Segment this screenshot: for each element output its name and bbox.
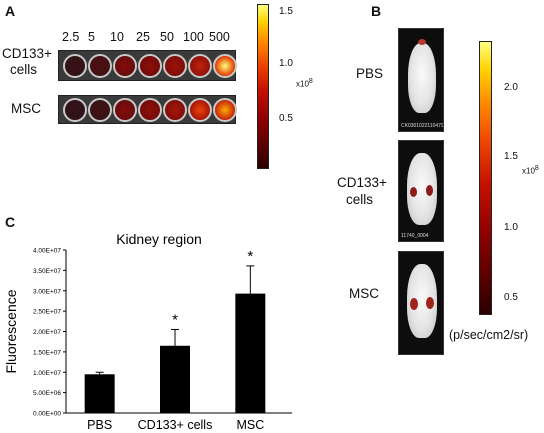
well-msc-3 — [138, 98, 162, 122]
well-cd133-6 — [213, 54, 237, 78]
y-tick-label-3: 1.50E+07 — [33, 349, 61, 356]
kidney-signal-right-cd133 — [426, 185, 433, 196]
colorbar-b-unit: (p/sec/cm2/sr) — [449, 328, 529, 342]
y-tick-label-2: 1.00E+07 — [33, 370, 61, 377]
colorbar-b — [479, 41, 492, 315]
chart-title: Kidney region — [116, 231, 202, 247]
y-axis-label: Fluorescence — [3, 289, 19, 373]
row-label-msc: MSC — [11, 101, 41, 116]
well-strip-cd133 — [58, 50, 237, 81]
row-label-cd133-line2: cells — [10, 62, 38, 77]
panel-b-label: B — [371, 3, 382, 19]
concentration-label-6: 500 — [209, 30, 230, 44]
well-cd133-1 — [88, 54, 112, 78]
mouse-image-cd133: 11740_0004 — [398, 140, 444, 242]
well-strip-msc — [58, 95, 237, 124]
colorbar-a-tick-2: 1.0 — [279, 58, 293, 69]
mouse-body-pbs — [408, 43, 436, 113]
colorbar-b-tick-3: 1.0 — [504, 222, 518, 233]
x-tick-label-0: PBS — [87, 418, 112, 432]
well-msc-4 — [163, 98, 187, 122]
y-tick-label-8: 4.00E+07 — [33, 248, 61, 255]
well-msc-1 — [88, 98, 112, 122]
well-cd133-0 — [63, 54, 87, 78]
bar-1 — [160, 345, 190, 413]
colorbar-a — [257, 4, 269, 169]
group-label-msc: MSC — [349, 286, 379, 301]
kidney-signal-right-msc — [426, 297, 434, 309]
concentration-label-1: 5 — [88, 30, 95, 44]
mouse-caption-cd133: 11740_0004 — [401, 233, 429, 239]
well-cd133-4 — [163, 54, 187, 78]
kidney-signal-left-msc — [410, 298, 418, 310]
mouse-image-msc — [398, 251, 444, 355]
x-tick-label-2: MSC — [236, 418, 264, 432]
colorbar-a-scale-exp: 8 — [308, 78, 313, 85]
colorbar-b-scale-exp: 8 — [534, 165, 539, 172]
colorbar-b-scale-base: x10 — [522, 166, 535, 176]
colorbar-b-scale: x108 — [522, 165, 539, 176]
significance-marker-2: * — [247, 248, 253, 265]
group-label-cd133: CD133+ cells — [337, 174, 387, 208]
mouse-head-signal-pbs — [418, 39, 426, 45]
well-msc-2 — [113, 98, 137, 122]
colorbar-a-scale: x108 — [296, 78, 313, 89]
colorbar-b-tick-4: 0.5 — [504, 292, 518, 303]
significance-marker-1: * — [172, 311, 178, 328]
bar-2 — [235, 293, 266, 413]
panel-a-label: A — [5, 3, 16, 19]
y-tick-label-0: 0.00E+00 — [33, 411, 61, 418]
y-tick-label-4: 2.00E+07 — [33, 329, 61, 336]
x-tick-label-1: CD133+ cells — [138, 418, 213, 432]
bar-0 — [84, 374, 115, 413]
colorbar-a-tick-3: 0.5 — [279, 113, 293, 124]
concentration-label-2: 10 — [110, 30, 124, 44]
group-label-pbs: PBS — [356, 66, 384, 81]
well-cd133-2 — [113, 54, 137, 78]
concentration-label-4: 50 — [160, 30, 174, 44]
concentration-label-0: 2.5 — [62, 30, 80, 44]
bar-chart-kidney: Kidney region Fluorescence 0.00E+00 5.00E+0… — [3, 231, 292, 432]
mouse-caption-pbs: CK0301022110479 — [401, 123, 444, 129]
y-tick-label-6: 3.00E+07 — [33, 288, 61, 295]
panel-c-label: C — [5, 214, 16, 230]
group-label-cd133-line2: cells — [346, 192, 374, 207]
kidney-signal-left-cd133 — [410, 187, 417, 197]
group-label-cd133-line1: CD133+ — [337, 175, 387, 190]
well-cd133-5 — [188, 54, 212, 78]
well-cd133-3 — [138, 54, 162, 78]
y-tick-label-5: 2.50E+07 — [33, 309, 61, 316]
well-msc-0 — [63, 98, 87, 122]
colorbar-a-tick-1: 1.5 — [279, 6, 293, 17]
y-tick-label-1: 5.00E+06 — [33, 390, 61, 397]
colorbar-b-tick-2: 1.5 — [504, 151, 518, 162]
colorbar-a-scale-base: x10 — [296, 79, 309, 89]
well-msc-5 — [188, 98, 212, 122]
concentration-label-5: 100 — [183, 30, 204, 44]
concentration-label-3: 25 — [136, 30, 150, 44]
mouse-image-pbs: CK0301022110479 — [398, 28, 444, 132]
row-label-cd133-line1: CD133+ — [2, 46, 52, 61]
well-msc-6 — [213, 98, 237, 122]
row-label-cd133: CD133+ cells — [2, 46, 52, 78]
colorbar-b-tick-1: 2.0 — [504, 82, 518, 93]
y-tick-label-7: 3.50E+07 — [33, 268, 61, 275]
